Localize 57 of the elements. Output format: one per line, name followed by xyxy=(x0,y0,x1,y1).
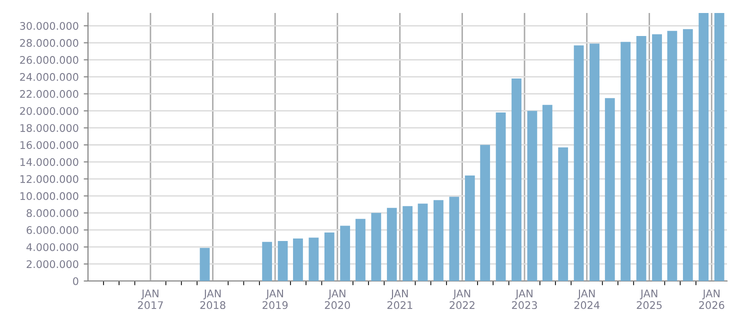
x-tick-label: JAN 2020 xyxy=(324,290,350,310)
bar xyxy=(667,30,678,281)
bar xyxy=(714,13,724,281)
bar xyxy=(449,196,460,281)
x-tick-label: JAN 2022 xyxy=(450,290,474,310)
y-tick-label: 6.000.000 xyxy=(26,226,78,234)
bar xyxy=(340,226,350,281)
bar xyxy=(590,44,600,281)
y-tick-label: 0 xyxy=(73,277,78,286)
bar xyxy=(402,206,413,281)
bar xyxy=(418,204,428,281)
y-tick-label: 26.000.000 xyxy=(20,56,78,64)
x-tick-label: JAN 2018 xyxy=(200,290,226,310)
bar xyxy=(278,241,288,281)
x-tick-label: JAN 2019 xyxy=(262,290,288,310)
y-tick-label: 4.000.000 xyxy=(26,243,78,252)
y-tick-label: 30.000.000 xyxy=(20,22,78,30)
bar xyxy=(371,212,382,281)
bar xyxy=(293,238,303,281)
bar xyxy=(620,42,631,281)
bar xyxy=(480,144,490,281)
bar xyxy=(200,248,210,281)
x-tick-label: JAN 2024 xyxy=(574,290,600,310)
bar xyxy=(262,242,272,281)
bar xyxy=(308,238,319,281)
bar xyxy=(386,208,397,281)
bar xyxy=(636,36,646,281)
x-tick-label: JAN 2021 xyxy=(387,290,412,310)
bar xyxy=(574,45,584,281)
y-tick-label: 18.000.000 xyxy=(20,124,78,132)
bar xyxy=(356,218,366,281)
y-tick-label: 14.000.000 xyxy=(20,158,78,166)
y-tick-label: 28.000.000 xyxy=(20,39,78,47)
bar xyxy=(604,98,615,281)
y-tick-label: 12.000.000 xyxy=(20,175,78,184)
y-tick-label: 22.000.000 xyxy=(20,90,78,98)
bar xyxy=(682,29,693,281)
bar xyxy=(496,112,506,281)
y-tick-label: 10.000.000 xyxy=(20,192,78,200)
y-tick-label: 2.000.000 xyxy=(26,260,78,268)
bar xyxy=(542,104,552,281)
bar xyxy=(558,147,568,281)
x-tick-label: JAN 2025 xyxy=(636,290,662,310)
x-tick-label: JAN 2023 xyxy=(512,290,537,310)
bar xyxy=(527,110,538,281)
y-tick-label: 16.000.000 xyxy=(20,141,78,149)
bar xyxy=(434,200,444,281)
bar xyxy=(324,232,334,281)
bar xyxy=(512,78,522,281)
x-tick-label: JAN 2017 xyxy=(138,290,163,310)
y-tick-label: 8.000.000 xyxy=(26,209,78,218)
bar xyxy=(698,13,709,281)
x-tick-label: JAN 2026 xyxy=(699,290,724,310)
bar xyxy=(652,34,662,281)
y-tick-label: 24.000.000 xyxy=(20,73,78,81)
y-tick-label: 20.000.000 xyxy=(20,107,78,115)
bar xyxy=(464,176,475,281)
